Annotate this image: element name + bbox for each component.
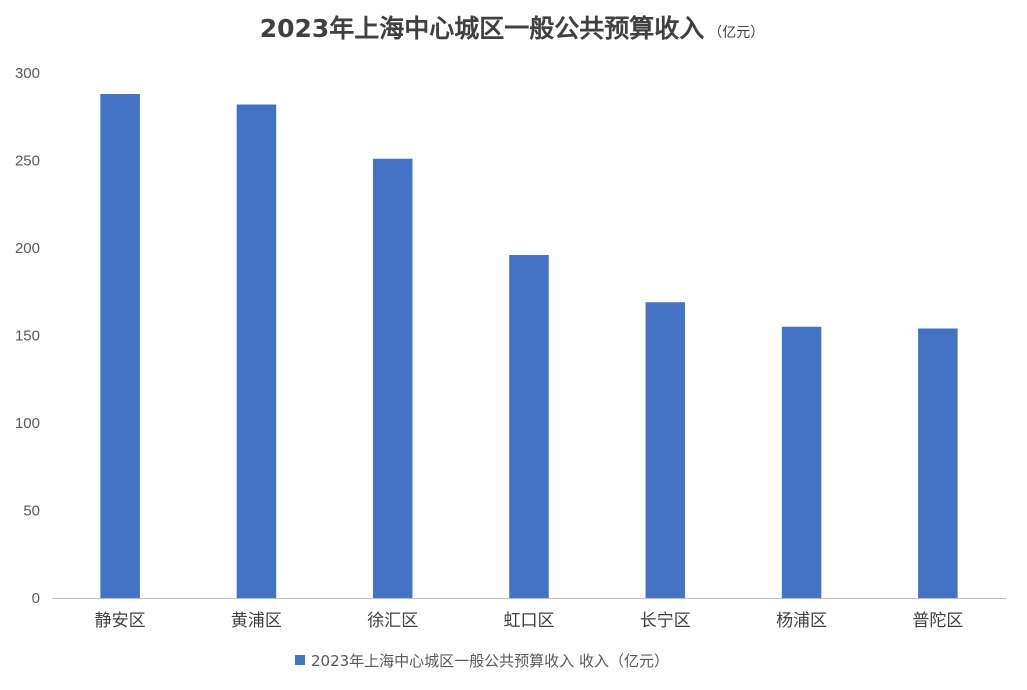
- y-tick-label: 300: [15, 65, 40, 82]
- bar: [236, 104, 277, 598]
- legend-swatch: [295, 655, 305, 665]
- chart-title-main: 2023年上海中心城区一般公共预算收入: [260, 14, 705, 43]
- y-tick-label: 0: [32, 590, 40, 607]
- x-tick-label: 杨浦区: [776, 611, 827, 631]
- x-tick-label: 黄浦区: [231, 611, 282, 631]
- chart-title: 2023年上海中心城区一般公共预算收入 （亿元）: [260, 14, 765, 43]
- bar: [918, 328, 958, 598]
- x-tick-label: 普陀区: [912, 611, 963, 631]
- x-tick-label: 长宁区: [640, 611, 691, 631]
- y-tick-label: 250: [15, 153, 40, 170]
- x-tick-label: 虹口区: [504, 611, 555, 631]
- y-tick-label: 100: [15, 415, 40, 432]
- y-tick-label: 150: [15, 328, 40, 345]
- legend: 2023年上海中心城区一般公共预算收入 收入（亿元）: [295, 652, 669, 670]
- bars: [100, 94, 958, 598]
- bar: [509, 255, 549, 598]
- x-tick-label: 静安区: [95, 611, 146, 631]
- legend-label: 2023年上海中心城区一般公共预算收入 收入（亿元）: [311, 652, 669, 670]
- y-tick-label: 200: [15, 240, 40, 257]
- bar: [100, 94, 140, 598]
- y-tick-label: 50: [23, 503, 40, 520]
- x-axis-labels: 静安区 黄浦区 徐汇区 虹口区 长宁区 杨浦区 普陀区: [95, 611, 964, 631]
- bar: [645, 302, 686, 598]
- bar: [781, 326, 822, 598]
- y-axis-ticks: 0 50 100 150 200 250 300: [15, 65, 40, 607]
- x-tick-label: 徐汇区: [367, 611, 418, 631]
- chart-title-unit: （亿元）: [708, 25, 764, 41]
- bar: [372, 158, 413, 598]
